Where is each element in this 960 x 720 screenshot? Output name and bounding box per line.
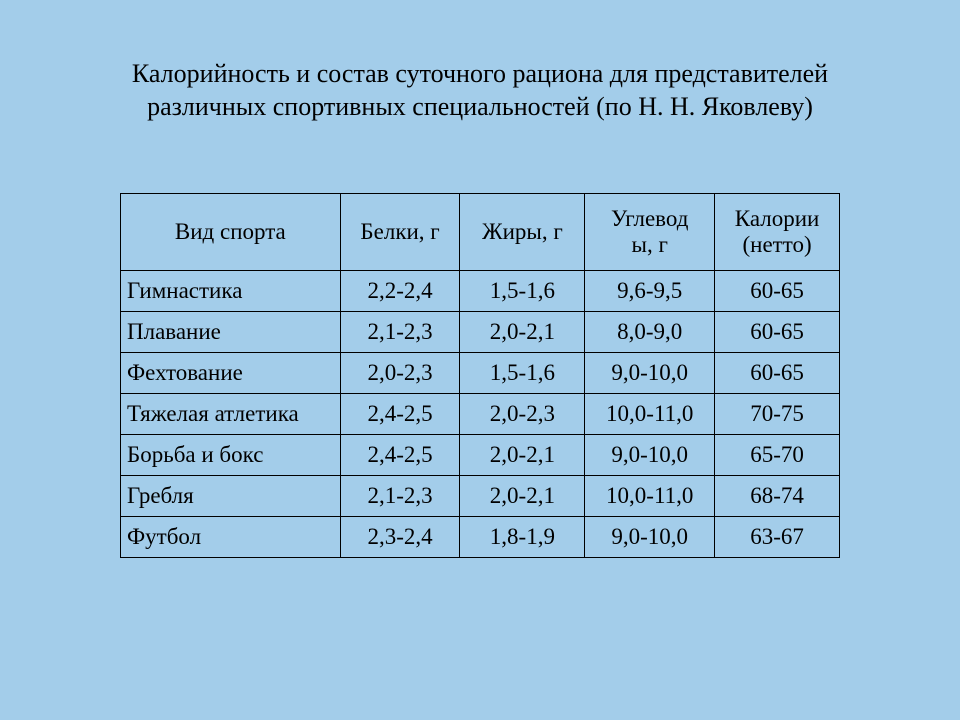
cell-fat: 2,0-2,3	[460, 394, 585, 435]
cell-carbs: 10,0-11,0	[585, 394, 715, 435]
cell-calories: 60-65	[715, 271, 840, 312]
cell-fat: 2,0-2,1	[460, 435, 585, 476]
cell-sport: Футбол	[121, 517, 341, 558]
cell-protein: 2,4-2,5	[340, 394, 460, 435]
cell-sport: Борьба и бокс	[121, 435, 341, 476]
cell-calories: 60-65	[715, 353, 840, 394]
table-row: Футбол 2,3-2,4 1,8-1,9 9,0-10,0 63-67	[121, 517, 840, 558]
col-calories: Калории(нетто)	[715, 194, 840, 271]
slide: Калорийность и состав суточного рациона …	[0, 0, 960, 720]
cell-carbs: 9,6-9,5	[585, 271, 715, 312]
cell-sport: Тяжелая атлетика	[121, 394, 341, 435]
cell-fat: 1,5-1,6	[460, 271, 585, 312]
cell-carbs: 8,0-9,0	[585, 312, 715, 353]
table-header-row: Вид спорта Белки, г Жиры, г Углеводы, г …	[121, 194, 840, 271]
cell-fat: 2,0-2,1	[460, 312, 585, 353]
nutrition-table: Вид спорта Белки, г Жиры, г Углеводы, г …	[120, 193, 840, 558]
cell-carbs: 10,0-11,0	[585, 476, 715, 517]
cell-calories: 70-75	[715, 394, 840, 435]
cell-protein: 2,3-2,4	[340, 517, 460, 558]
cell-sport: Фехтование	[121, 353, 341, 394]
cell-fat: 1,5-1,6	[460, 353, 585, 394]
table-head: Вид спорта Белки, г Жиры, г Углеводы, г …	[121, 194, 840, 271]
cell-protein: 2,0-2,3	[340, 353, 460, 394]
cell-sport: Гимнастика	[121, 271, 341, 312]
col-fat: Жиры, г	[460, 194, 585, 271]
table-row: Плавание 2,1-2,3 2,0-2,1 8,0-9,0 60-65	[121, 312, 840, 353]
cell-protein: 2,1-2,3	[340, 476, 460, 517]
title-line-1: Калорийность и состав суточного рациона …	[132, 59, 828, 88]
table-row: Борьба и бокс 2,4-2,5 2,0-2,1 9,0-10,0 6…	[121, 435, 840, 476]
table-row: Тяжелая атлетика 2,4-2,5 2,0-2,3 10,0-11…	[121, 394, 840, 435]
cell-sport: Гребля	[121, 476, 341, 517]
col-protein: Белки, г	[340, 194, 460, 271]
cell-fat: 2,0-2,1	[460, 476, 585, 517]
cell-carbs: 9,0-10,0	[585, 435, 715, 476]
title-line-2: различных спортивных специальностей (по …	[147, 92, 813, 121]
col-carbs: Углеводы, г	[585, 194, 715, 271]
nutrition-table-wrap: Вид спорта Белки, г Жиры, г Углеводы, г …	[120, 193, 840, 558]
table-body: Гимнастика 2,2-2,4 1,5-1,6 9,6-9,5 60-65…	[121, 271, 840, 558]
cell-carbs: 9,0-10,0	[585, 353, 715, 394]
cell-fat: 1,8-1,9	[460, 517, 585, 558]
slide-title: Калорийность и состав суточного рациона …	[65, 58, 895, 123]
cell-calories: 65-70	[715, 435, 840, 476]
cell-calories: 68-74	[715, 476, 840, 517]
cell-protein: 2,2-2,4	[340, 271, 460, 312]
cell-carbs: 9,0-10,0	[585, 517, 715, 558]
col-sport: Вид спорта	[121, 194, 341, 271]
cell-calories: 60-65	[715, 312, 840, 353]
table-row: Фехтование 2,0-2,3 1,5-1,6 9,0-10,0 60-6…	[121, 353, 840, 394]
cell-sport: Плавание	[121, 312, 341, 353]
cell-protein: 2,4-2,5	[340, 435, 460, 476]
table-row: Гимнастика 2,2-2,4 1,5-1,6 9,6-9,5 60-65	[121, 271, 840, 312]
cell-protein: 2,1-2,3	[340, 312, 460, 353]
table-row: Гребля 2,1-2,3 2,0-2,1 10,0-11,0 68-74	[121, 476, 840, 517]
cell-calories: 63-67	[715, 517, 840, 558]
